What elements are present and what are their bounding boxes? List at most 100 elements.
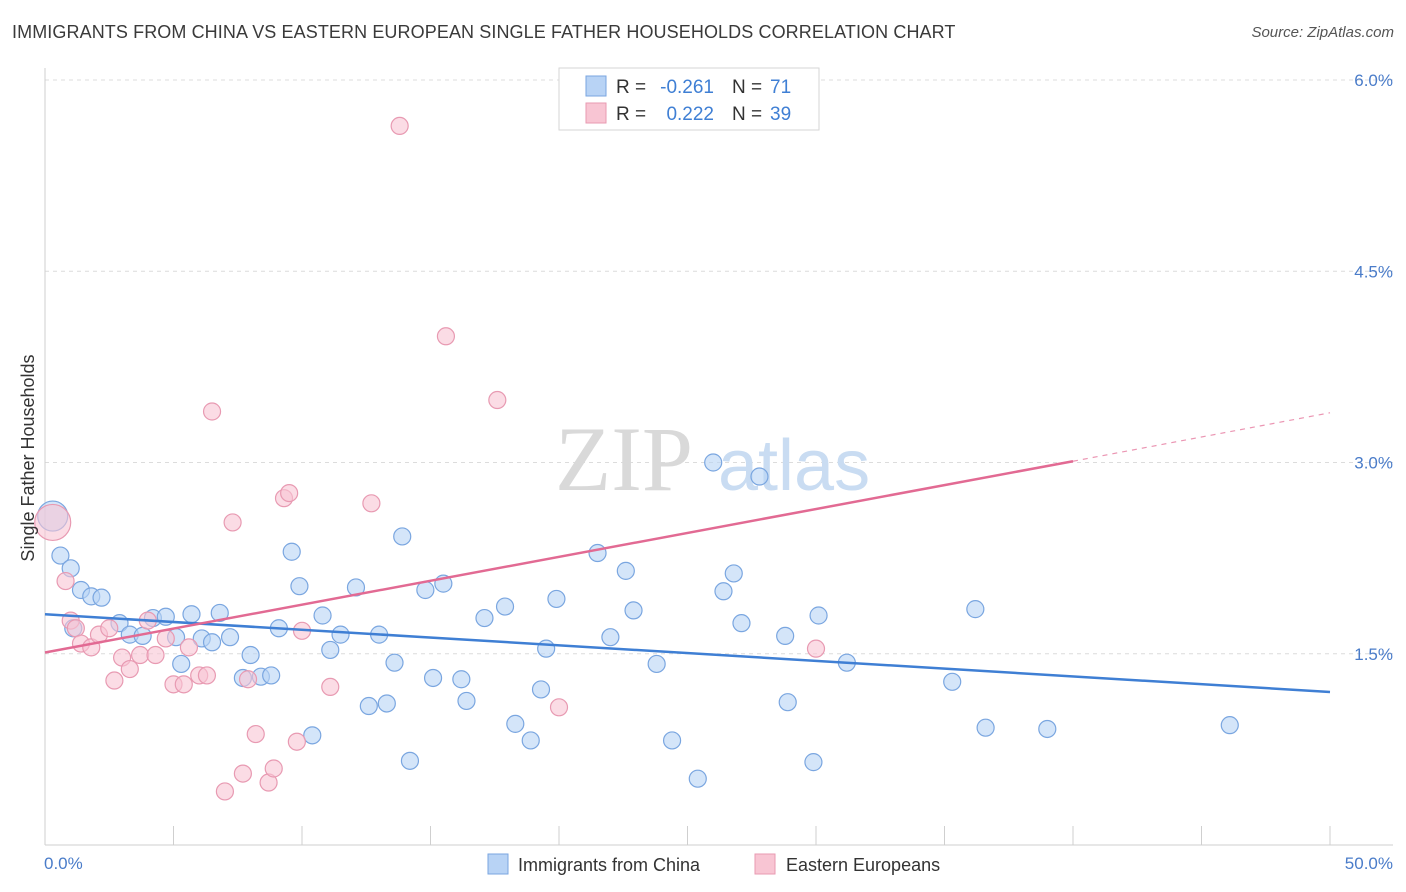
point-china-40 xyxy=(457,691,476,711)
point-china-52 xyxy=(647,654,666,674)
bottom-legend-label-china: Immigrants from China xyxy=(518,855,701,875)
point-china-58 xyxy=(732,614,751,633)
y-tick-label-0: 1.5% xyxy=(1354,645,1393,664)
point-china-68 xyxy=(1038,719,1057,739)
point-china-62 xyxy=(804,753,823,772)
point-china-67 xyxy=(976,718,995,737)
point-china-19 xyxy=(241,645,260,665)
point-china-23 xyxy=(282,542,301,561)
point-china-66 xyxy=(966,600,985,619)
point-china-49 xyxy=(601,628,620,647)
point-china-63 xyxy=(809,606,828,625)
legend-r-value-china: -0.261 xyxy=(660,77,714,98)
point-eastern-38 xyxy=(806,639,826,658)
point-china-44 xyxy=(521,731,540,750)
x-tick-label-min: 0.0% xyxy=(44,854,83,873)
point-eastern-23 xyxy=(233,764,252,783)
legend-r-label-china: R = xyxy=(616,77,646,98)
point-china-27 xyxy=(321,640,340,660)
point-china-26 xyxy=(313,606,332,625)
point-china-55 xyxy=(704,453,723,472)
legend-n-label-china: N = xyxy=(732,77,762,98)
point-china-54 xyxy=(688,769,707,788)
point-china-28 xyxy=(331,625,350,644)
watermark-atlas: atlas xyxy=(718,426,870,506)
bottom-legend-label-eastern: Eastern Europeans xyxy=(786,855,940,875)
point-china-25 xyxy=(303,726,322,745)
point-china-13 xyxy=(182,605,201,624)
point-china-16 xyxy=(210,603,229,623)
point-china-12 xyxy=(172,654,191,674)
point-eastern-13 xyxy=(146,645,165,665)
watermark: ZIP atlas xyxy=(555,408,870,510)
point-china-60 xyxy=(776,626,795,646)
point-china-46 xyxy=(537,639,556,658)
trend-line-1 xyxy=(44,459,1074,654)
point-eastern-37 xyxy=(549,698,569,717)
bottom-legend: Immigrants from China Eastern Europeans xyxy=(487,853,940,875)
watermark-zip: ZIP xyxy=(555,408,693,510)
point-china-48 xyxy=(588,543,607,563)
point-eastern-14 xyxy=(156,629,175,648)
point-china-34 xyxy=(393,527,412,546)
y-tick-labels: 1.5% 3.0% 4.5% 6.0% xyxy=(1354,71,1393,664)
point-china-32 xyxy=(377,694,396,713)
point-china-45 xyxy=(531,680,551,699)
trend-lines xyxy=(44,412,1331,694)
point-eastern-16 xyxy=(174,675,193,694)
legend-n-label-eastern: N = xyxy=(732,104,762,125)
bottom-legend-swatch-eastern xyxy=(754,853,776,875)
point-china-29 xyxy=(346,578,366,597)
y-tick-label-1: 3.0% xyxy=(1354,454,1393,473)
point-eastern-29 xyxy=(280,484,299,503)
point-china-43 xyxy=(506,714,525,733)
point-china-59 xyxy=(750,467,769,486)
point-china-61 xyxy=(778,693,797,712)
point-china-15 xyxy=(202,633,222,652)
point-eastern-24 xyxy=(238,670,258,689)
y-axis-label: Single Father Households xyxy=(18,354,38,561)
x-tick-labels: 0.0% 50.0% xyxy=(44,854,1393,873)
point-eastern-35 xyxy=(436,327,456,346)
axes xyxy=(44,68,1393,846)
point-eastern-27 xyxy=(264,759,283,778)
point-eastern-1 xyxy=(56,571,75,591)
legend: R = -0.261 N = 71 R = 0.222 N = 39 xyxy=(558,67,820,131)
legend-r-label-eastern: R = xyxy=(616,104,646,125)
point-china-42 xyxy=(495,597,515,616)
trend-line-0 xyxy=(44,612,1331,694)
point-china-21 xyxy=(262,666,281,685)
source-label: Source: ZipAtlas.com xyxy=(1251,24,1394,41)
point-eastern-11 xyxy=(130,645,150,665)
point-eastern-3 xyxy=(66,619,85,638)
point-china-24 xyxy=(290,577,309,596)
point-eastern-36 xyxy=(488,390,507,410)
point-china-69 xyxy=(1220,716,1239,735)
point-eastern-19 xyxy=(197,666,217,685)
legend-swatch-eastern xyxy=(585,102,607,124)
chart-title: IMMIGRANTS FROM CHINA VS EASTERN EUROPEA… xyxy=(12,22,956,42)
point-china-47 xyxy=(547,589,566,609)
point-china-37 xyxy=(423,668,443,688)
point-eastern-32 xyxy=(321,677,340,697)
point-eastern-17 xyxy=(179,638,199,657)
point-china-1 xyxy=(51,546,70,565)
point-eastern-33 xyxy=(362,494,381,513)
point-eastern-7 xyxy=(100,619,119,638)
point-eastern-25 xyxy=(246,724,265,744)
legend-r-value-eastern: 0.222 xyxy=(666,104,714,125)
point-eastern-10 xyxy=(120,659,139,679)
point-china-50 xyxy=(616,561,635,580)
point-china-56 xyxy=(714,582,733,601)
point-china-17 xyxy=(220,628,240,647)
point-eastern-22 xyxy=(223,513,242,532)
point-eastern-30 xyxy=(287,732,306,751)
grid-lines xyxy=(45,79,1393,655)
y-tick-label-2: 4.5% xyxy=(1354,262,1393,281)
point-eastern-0 xyxy=(34,503,72,542)
trend-extension-1 xyxy=(1072,412,1331,462)
point-china-5 xyxy=(92,588,111,607)
point-china-30 xyxy=(359,696,378,716)
legend-swatch-china xyxy=(585,75,607,97)
